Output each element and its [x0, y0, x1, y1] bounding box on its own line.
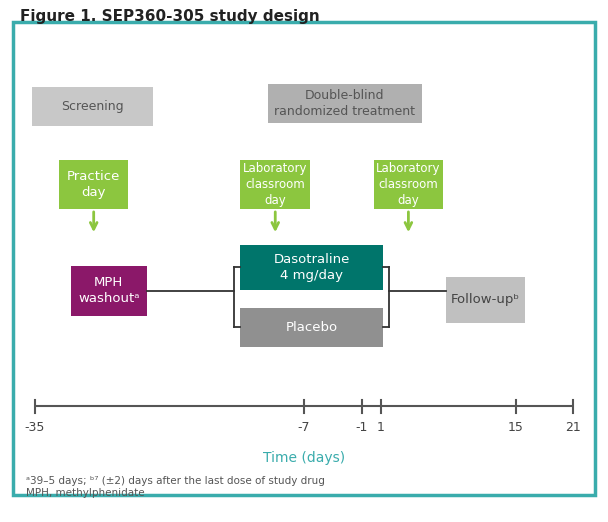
Text: -7: -7	[298, 421, 310, 434]
Text: -1: -1	[356, 421, 368, 434]
Text: MPH
washoutᵃ: MPH washoutᵃ	[78, 276, 140, 305]
FancyBboxPatch shape	[59, 160, 128, 209]
Text: 15: 15	[508, 421, 523, 434]
FancyBboxPatch shape	[446, 277, 525, 323]
Text: Laboratory
classroom
day: Laboratory classroom day	[376, 162, 441, 207]
FancyBboxPatch shape	[13, 22, 595, 495]
Text: Placebo: Placebo	[286, 321, 337, 334]
Text: -35: -35	[24, 421, 45, 434]
FancyBboxPatch shape	[71, 266, 147, 315]
FancyBboxPatch shape	[32, 87, 153, 126]
Text: Figure 1. SEP360-305 study design: Figure 1. SEP360-305 study design	[19, 9, 319, 24]
FancyBboxPatch shape	[240, 308, 382, 347]
Text: 21: 21	[565, 421, 581, 434]
FancyBboxPatch shape	[240, 245, 382, 290]
Text: Double-blind
randomized treatment: Double-blind randomized treatment	[274, 89, 415, 118]
Text: Follow-upᵇ: Follow-upᵇ	[451, 293, 520, 306]
Text: Time (days): Time (days)	[263, 450, 345, 465]
Text: Practice
day: Practice day	[67, 170, 120, 199]
FancyBboxPatch shape	[373, 160, 443, 209]
Text: Dasotraline
4 mg/day: Dasotraline 4 mg/day	[274, 253, 350, 282]
Text: 1: 1	[377, 421, 385, 434]
Text: Laboratory
classroom
day: Laboratory classroom day	[243, 162, 308, 207]
Text: ᵃ39–5 days; ᵇ⁷ (±2) days after the last dose of study drug
MPH, methylphenidate: ᵃ39–5 days; ᵇ⁷ (±2) days after the last …	[26, 477, 325, 498]
FancyBboxPatch shape	[240, 160, 310, 209]
Text: Screening: Screening	[61, 100, 123, 113]
FancyBboxPatch shape	[268, 85, 422, 123]
